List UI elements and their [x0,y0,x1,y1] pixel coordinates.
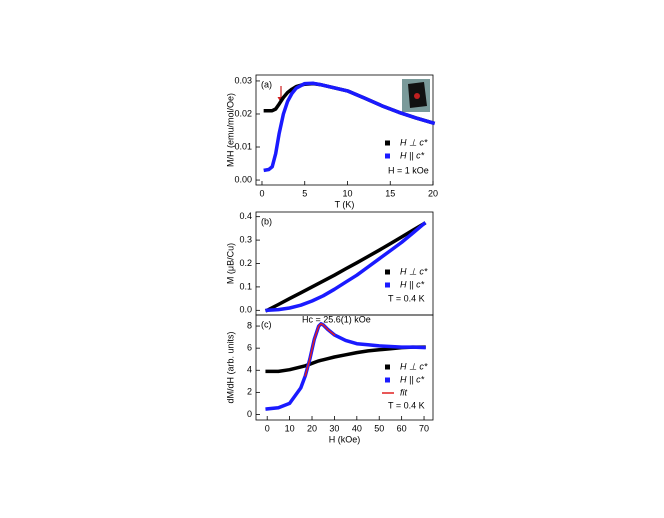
legend-label: fit [400,387,408,397]
y-tick-label: 0 [247,409,252,419]
x-tick-label: 20 [307,423,317,433]
y-tick-label: 0.4 [239,211,252,221]
panel-label: (a) [261,79,272,89]
legend-swatch [385,364,390,370]
panel-label: (c) [261,319,272,329]
x-tick-label: 40 [352,423,362,433]
x-tick-label: 50 [374,423,384,433]
legend-label: H ⊥ c* [400,266,428,276]
series-line [265,345,426,374]
x-tick-label: 0 [259,188,264,198]
y-tick-label: 2 [247,387,252,397]
legend-swatch [385,377,390,383]
series-line [263,81,436,173]
series-line [265,221,427,313]
y-tick-label: 0.00 [234,174,252,184]
legend-swatch [385,140,390,146]
y-tick-label: 0.2 [239,258,252,268]
x-tick-label: 60 [397,423,407,433]
legend-label: H || c* [400,279,425,289]
panel-label: (b) [261,216,272,226]
plot-frame [255,314,434,421]
annotation: T = 0.4 K [388,400,425,410]
legend-label: H || c* [400,374,425,384]
y-tick-label: 0.01 [234,141,252,151]
y-tick-label: 6 [247,343,252,353]
x-tick-label: 15 [385,188,395,198]
y-axis-label: M/H (emu/mol/Oe) [225,93,235,167]
y-tick-label: 0.1 [239,281,252,291]
y-tick-label: 0.03 [234,75,252,85]
x-tick-label: 30 [329,423,339,433]
y-axis-label: M (μB/Cu) [225,243,235,284]
y-tick-label: 0.3 [239,234,252,244]
y-tick-label: 0.0 [239,305,252,315]
legend-label: H ⊥ c* [400,361,428,371]
x-tick-label: 20 [428,188,438,198]
x-tick-label: 10 [342,188,352,198]
legend-label: H || c* [400,150,425,160]
y-tick-label: 8 [247,320,252,330]
crystal-mark [414,93,420,99]
plot-frame [255,74,434,186]
annotation: Hc = 25.6(1) kOe [302,314,371,324]
x-axis-label: H (kOe) [329,434,361,444]
x-tick-label: 5 [302,188,307,198]
legend-swatch [385,153,390,159]
x-tick-label: 10 [285,423,295,433]
y-tick-label: 4 [247,365,252,375]
series-line [304,323,336,377]
x-axis-label: T (K) [335,199,355,209]
series-line [264,221,427,313]
y-axis-label: dM/dH (arb. units) [225,331,235,403]
legend-label: H ⊥ c* [400,137,428,147]
legend-swatch [385,282,390,288]
y-tick-label: 0.02 [234,108,252,118]
x-tick-label: 70 [419,423,429,433]
x-tick-label: 0 [265,423,270,433]
annotation: H = 1 kOe [388,165,429,175]
legend-swatch [385,269,390,275]
annotation: T = 0.4 K [388,293,425,303]
